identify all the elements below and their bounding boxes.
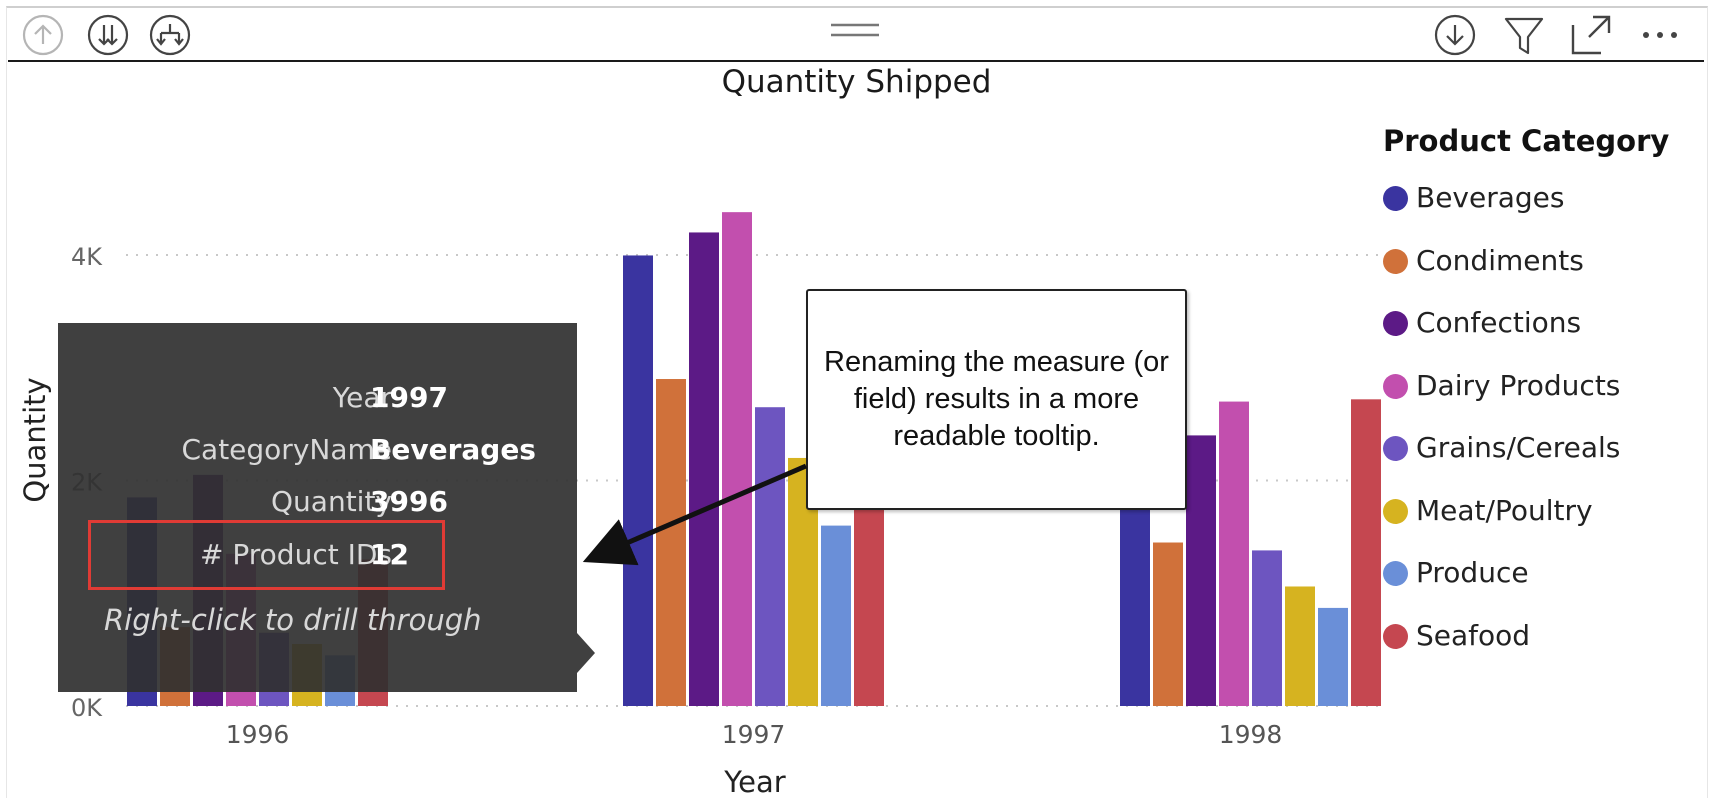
legend-color-dot (1383, 373, 1408, 399)
legend-color-dot (1383, 623, 1408, 649)
tooltip-row-label: Year (332, 381, 392, 414)
drill-down-all-icon[interactable] (86, 13, 130, 57)
tooltip-row-label: CategoryName (181, 433, 392, 466)
callout-box: Renaming the measure (or field) results … (806, 289, 1187, 510)
tooltip-row: Year 1997 (58, 376, 577, 420)
legend-label: Meat/Poultry (1416, 493, 1593, 527)
bar (689, 232, 719, 706)
tooltip-row-value: 3996 (370, 485, 448, 518)
bar (755, 407, 785, 706)
bar (1351, 399, 1381, 706)
tooltip-highlight-box (88, 520, 445, 590)
expand-hierarchy-icon[interactable] (148, 13, 192, 57)
y-axis-label: Quantity (18, 377, 52, 502)
bar (1120, 474, 1150, 706)
bar (1318, 607, 1348, 706)
legend-color-dot (1383, 498, 1408, 524)
bar (1219, 401, 1249, 706)
tooltip-row-value: Beverages (370, 433, 536, 466)
y-tick-label: 0K (71, 694, 103, 722)
legend-color-dot (1383, 436, 1408, 461)
legend-label: Beverages (1416, 181, 1565, 214)
legend-title: Product Category (1383, 124, 1670, 158)
tooltip-pointer (577, 633, 595, 673)
legend-label: Seafood (1416, 618, 1531, 652)
bar (623, 255, 653, 707)
bar (1252, 550, 1282, 706)
filter-icon[interactable] (1502, 13, 1546, 57)
legend-color-dot (1383, 311, 1408, 336)
legend-color-dot (1383, 561, 1408, 586)
legend-color-dot (1383, 248, 1408, 274)
x-tick-label: 1997 (722, 720, 786, 749)
tooltip-row-value: 1997 (370, 381, 448, 414)
legend-label: Produce (1416, 556, 1529, 589)
drill-up-icon[interactable] (21, 13, 65, 57)
legend-label: Confections (1416, 306, 1582, 339)
chart-title: Quantity Shipped (721, 64, 992, 100)
more-options-icon[interactable] (1638, 13, 1682, 57)
bar (722, 212, 752, 706)
legend-color-dot (1383, 186, 1408, 211)
toolbar-divider (8, 60, 1704, 62)
bar (821, 525, 851, 706)
bar (1285, 586, 1315, 706)
legend-label: Dairy Products (1416, 368, 1621, 402)
bar (656, 379, 686, 706)
legend-label: Grains/Cereals (1416, 431, 1621, 464)
bar (1153, 542, 1183, 706)
tooltip-footer: Right-click to drill through (104, 603, 482, 637)
callout-text: Renaming the measure (or field) results … (824, 346, 1169, 452)
tooltip-row: Quantity 3996 (58, 480, 577, 524)
chart-tooltip: Year 1997 CategoryName Beverages Quantity 399… (58, 323, 577, 692)
tooltip-row-label: # Product IDs (200, 538, 392, 571)
bar (1186, 435, 1216, 706)
x-tick-label: 1996 (226, 720, 290, 749)
y-tick-label: 4K (71, 243, 103, 271)
tooltip-row: CategoryName Beverages (58, 428, 577, 472)
x-axis-label: Year (723, 765, 785, 799)
drill-mode-icon[interactable] (1433, 13, 1477, 57)
tooltip-row: # Product IDs 12 (58, 533, 577, 577)
tooltip-row-value: 12 (370, 538, 409, 571)
focus-mode-icon[interactable] (1569, 13, 1613, 57)
tooltip-row-label: Quantity (271, 485, 392, 518)
visual-header-toolbar (0, 0, 1713, 62)
legend-label: Condiments (1416, 243, 1584, 277)
visual-frame (6, 6, 1708, 798)
drag-handle-icon[interactable] (829, 13, 881, 57)
x-tick-label: 1998 (1219, 720, 1283, 749)
